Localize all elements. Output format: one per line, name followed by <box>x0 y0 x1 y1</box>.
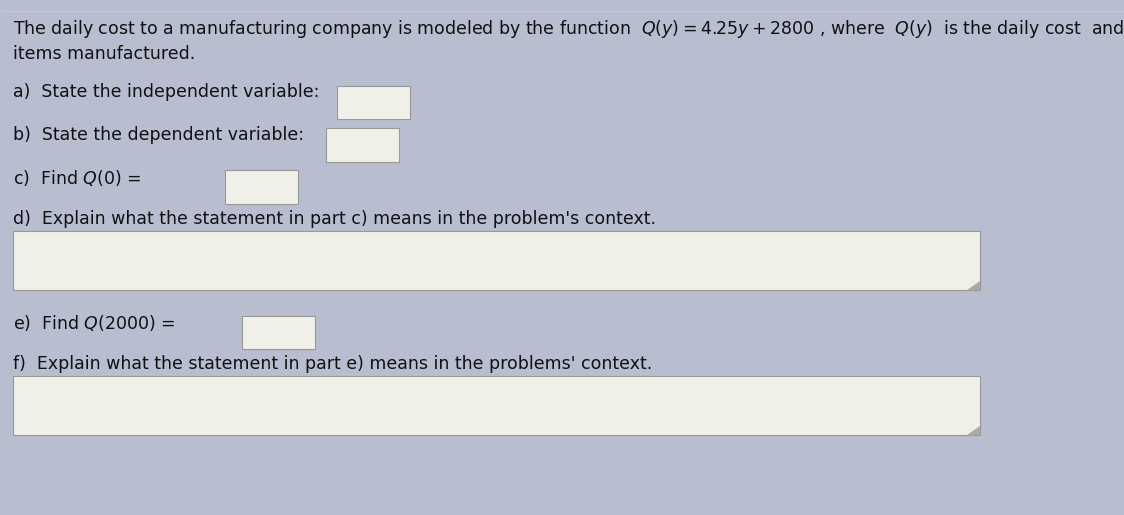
FancyBboxPatch shape <box>337 86 410 119</box>
Text: The daily cost to a manufacturing company is modeled by the function  $Q(y) = 4.: The daily cost to a manufacturing compan… <box>13 18 1124 40</box>
FancyBboxPatch shape <box>242 316 315 349</box>
Text: a)  State the independent variable:: a) State the independent variable: <box>13 83 320 101</box>
FancyBboxPatch shape <box>13 376 980 435</box>
FancyBboxPatch shape <box>225 170 298 204</box>
Text: d)  Explain what the statement in part c) means in the problem's context.: d) Explain what the statement in part c)… <box>13 210 656 228</box>
Polygon shape <box>967 426 980 435</box>
Text: items manufactured.: items manufactured. <box>13 45 196 63</box>
FancyBboxPatch shape <box>13 231 980 290</box>
FancyBboxPatch shape <box>326 128 399 162</box>
Polygon shape <box>967 281 980 290</box>
Text: e)  Find $Q(2000)$ =: e) Find $Q(2000)$ = <box>13 313 176 333</box>
Text: f)  Explain what the statement in part e) means in the problems' context.: f) Explain what the statement in part e)… <box>13 355 653 373</box>
Text: c)  Find $Q(0)$ =: c) Find $Q(0)$ = <box>13 168 142 188</box>
Text: b)  State the dependent variable:: b) State the dependent variable: <box>13 126 305 144</box>
